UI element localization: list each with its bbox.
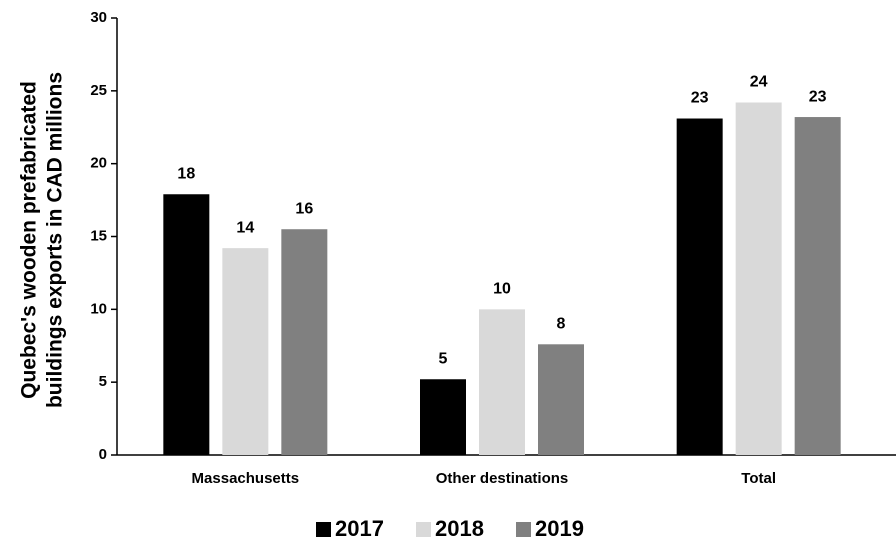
data-label: 14	[236, 219, 254, 236]
data-label: 8	[557, 316, 566, 333]
bar	[735, 102, 782, 455]
data-label: 24	[750, 74, 768, 91]
data-label: 5	[439, 350, 448, 367]
y-tick-label: 20	[90, 155, 107, 172]
data-label: 23	[691, 90, 709, 107]
bar	[676, 118, 723, 455]
bar	[794, 117, 841, 455]
legend-swatch	[516, 522, 531, 537]
legend-swatch	[316, 522, 331, 537]
legend-label: 2018	[435, 516, 484, 541]
data-label: 10	[493, 281, 511, 298]
bar	[420, 379, 466, 455]
y-tick-label: 25	[90, 82, 107, 99]
y-tick-label: 10	[90, 300, 107, 317]
y-tick-label: 30	[90, 9, 107, 26]
data-label: 16	[295, 200, 313, 217]
bar	[479, 309, 525, 455]
x-tick-label: Total	[741, 470, 776, 487]
bar	[222, 248, 269, 455]
y-axis-label: Quebec's wooden prefabricated	[18, 81, 41, 399]
x-tick-label: Massachusetts	[192, 470, 300, 487]
bar	[538, 344, 584, 455]
data-label: 18	[177, 165, 195, 182]
data-label: 23	[809, 88, 827, 105]
x-tick-label: Other destinations	[436, 470, 569, 487]
bar	[281, 229, 328, 455]
legend-swatch	[416, 522, 431, 537]
y-tick-label: 15	[90, 227, 107, 244]
y-tick-label: 5	[99, 373, 107, 390]
bar	[163, 194, 210, 456]
legend-label: 2017	[335, 516, 384, 541]
y-axis-label: buildings exports in CAD millions	[44, 72, 67, 408]
legend-label: 2019	[535, 516, 584, 541]
y-tick-label: 0	[99, 446, 107, 463]
